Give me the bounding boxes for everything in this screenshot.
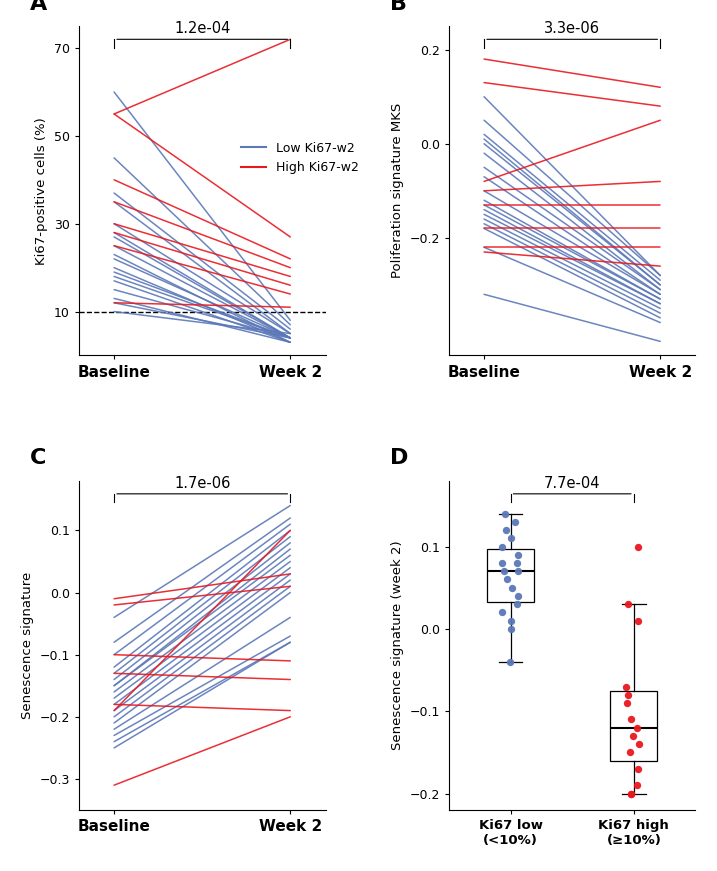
Point (498, 564, 510, 578)
Text: 3.3e-06: 3.3e-06 (544, 21, 600, 36)
Text: 7.7e-04: 7.7e-04 (544, 476, 600, 490)
Point (501, 572, 513, 586)
Point (496, 539, 508, 553)
Point (499, 507, 511, 521)
Point (513, 589, 524, 603)
Point (500, 523, 512, 537)
Point (496, 605, 508, 619)
Point (505, 531, 517, 545)
Point (632, 779, 643, 793)
Point (632, 762, 644, 776)
Point (632, 614, 644, 628)
Y-axis label: Senescence signature: Senescence signature (21, 571, 34, 719)
Legend: Low Ki67-w2, High Ki67-w2: Low Ki67-w2, High Ki67-w2 (236, 137, 364, 179)
Point (632, 539, 644, 553)
Point (513, 564, 524, 578)
PathPatch shape (610, 691, 657, 760)
Point (622, 688, 633, 702)
Point (622, 598, 634, 611)
Point (512, 548, 523, 562)
Text: B: B (389, 0, 407, 14)
Point (625, 712, 636, 726)
Point (505, 655, 516, 669)
Point (625, 746, 636, 760)
Point (625, 787, 637, 800)
Point (619, 679, 631, 693)
Text: A: A (29, 0, 47, 14)
Y-axis label: Poliferation signature MKS: Poliferation signature MKS (391, 103, 404, 279)
Point (622, 696, 633, 710)
Text: 1.2e-04: 1.2e-04 (174, 21, 230, 36)
Point (505, 614, 517, 628)
Point (509, 515, 521, 529)
Text: 1.7e-06: 1.7e-06 (174, 476, 230, 490)
Point (497, 556, 508, 570)
Y-axis label: Ki67-positive cells (%): Ki67-positive cells (%) (35, 117, 48, 265)
PathPatch shape (487, 549, 534, 602)
Point (631, 720, 642, 734)
Point (511, 598, 522, 611)
Y-axis label: Senescence signature (week 2): Senescence signature (week 2) (391, 541, 404, 750)
Point (507, 581, 518, 595)
Point (512, 556, 523, 570)
Text: D: D (389, 449, 408, 469)
Point (627, 729, 639, 743)
Point (634, 737, 645, 751)
Point (505, 622, 517, 636)
Point (625, 787, 637, 800)
Text: C: C (29, 449, 46, 469)
